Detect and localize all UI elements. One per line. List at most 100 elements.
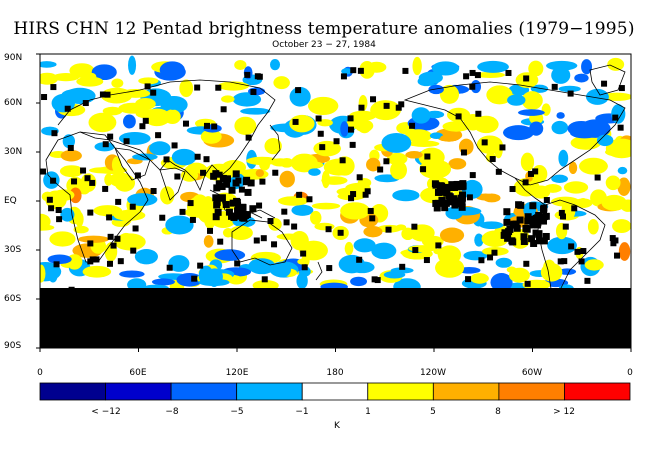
missing-data-box bbox=[481, 139, 488, 146]
missing-data-box bbox=[423, 257, 430, 264]
missing-data-box bbox=[197, 262, 204, 269]
missing-data-box bbox=[223, 175, 231, 183]
southern-missing-band bbox=[40, 288, 631, 348]
anomaly-patch bbox=[78, 235, 110, 243]
anomaly-patch bbox=[585, 88, 609, 105]
anomaly-patch bbox=[232, 92, 262, 107]
axis-ticks bbox=[36, 53, 632, 352]
missing-data-box bbox=[356, 174, 363, 181]
y-tick-label: 90S bbox=[4, 341, 22, 351]
colorbar-label: −5 bbox=[230, 407, 244, 417]
missing-data-box bbox=[247, 179, 255, 187]
missing-data-box bbox=[174, 173, 181, 180]
missing-data-box bbox=[106, 260, 113, 267]
missing-data-box bbox=[218, 183, 226, 191]
anomaly-patch bbox=[138, 77, 159, 85]
missing-data-box bbox=[540, 213, 548, 221]
missing-data-box bbox=[424, 153, 431, 160]
missing-data-box bbox=[271, 241, 278, 248]
anomaly-patch bbox=[395, 224, 407, 231]
anomaly-patch bbox=[584, 259, 604, 271]
anomaly-patch bbox=[82, 265, 112, 278]
anomaly-patch bbox=[40, 224, 55, 231]
anomaly-patch bbox=[411, 107, 431, 124]
missing-data-box bbox=[469, 69, 476, 76]
anomaly-patch bbox=[546, 60, 578, 71]
anomaly-patch bbox=[350, 276, 368, 287]
missing-data-box bbox=[612, 114, 619, 121]
anomaly-patch bbox=[246, 156, 279, 166]
missing-data-box bbox=[561, 258, 568, 265]
anomaly-patch bbox=[248, 258, 276, 275]
anomaly-patch bbox=[448, 158, 467, 170]
missing-data-box bbox=[520, 238, 528, 246]
anomaly-patch bbox=[60, 207, 75, 222]
missing-data-box bbox=[93, 256, 100, 263]
missing-data-box bbox=[558, 209, 565, 216]
missing-data-box bbox=[348, 195, 355, 202]
missing-data-box bbox=[306, 196, 313, 203]
missing-data-box bbox=[420, 166, 427, 173]
anomaly-patch bbox=[349, 110, 377, 121]
missing-data-box bbox=[562, 223, 569, 230]
missing-data-box bbox=[110, 242, 117, 249]
anomaly-patch bbox=[543, 184, 562, 193]
missing-data-box bbox=[123, 138, 130, 145]
missing-data-box bbox=[364, 188, 371, 195]
missing-data-box bbox=[458, 203, 466, 211]
missing-data-box bbox=[450, 195, 458, 203]
anomaly-patch bbox=[62, 134, 75, 149]
missing-data-box bbox=[458, 194, 466, 202]
colorbar-swatch bbox=[236, 382, 303, 401]
anomaly-patch bbox=[618, 242, 631, 261]
missing-data-box bbox=[218, 194, 226, 202]
anomaly-patch bbox=[214, 249, 246, 261]
missing-data-box bbox=[463, 73, 470, 80]
missing-data-box bbox=[214, 208, 222, 216]
anomaly-patch bbox=[445, 206, 463, 220]
missing-data-box bbox=[228, 212, 236, 220]
anomaly-patch bbox=[311, 202, 341, 210]
missing-data-box bbox=[529, 215, 537, 223]
missing-data-box bbox=[506, 225, 514, 233]
missing-data-box bbox=[402, 67, 409, 74]
colorbar-swatch bbox=[105, 382, 172, 401]
missing-data-box bbox=[232, 179, 240, 187]
missing-data-box bbox=[440, 199, 448, 207]
missing-data-box bbox=[458, 183, 466, 191]
anomaly-patch bbox=[200, 129, 222, 144]
missing-data-box bbox=[233, 198, 241, 206]
anomaly-patch bbox=[73, 225, 89, 234]
missing-data-box bbox=[367, 207, 374, 214]
anomaly-patch bbox=[473, 115, 499, 134]
colorbar-label: 1 bbox=[365, 407, 371, 417]
anomaly-patch bbox=[69, 187, 82, 204]
anomaly-patch bbox=[93, 205, 123, 217]
anomaly-patch bbox=[273, 76, 290, 90]
missing-data-box bbox=[234, 207, 242, 215]
missing-data-box bbox=[601, 80, 608, 87]
missing-data-box bbox=[568, 243, 575, 250]
missing-data-box bbox=[349, 141, 356, 148]
missing-data-box bbox=[296, 191, 303, 198]
anomaly-patch bbox=[321, 170, 330, 189]
anomaly-patch bbox=[547, 236, 577, 255]
anomaly-patch bbox=[279, 170, 295, 188]
anomaly-patch bbox=[111, 156, 122, 174]
y-tick-label: 60N bbox=[4, 98, 23, 108]
missing-data-box bbox=[432, 199, 440, 207]
missing-data-box bbox=[609, 235, 616, 242]
missing-data-box bbox=[478, 257, 485, 264]
missing-data-box bbox=[505, 69, 512, 76]
missing-data-box bbox=[67, 144, 74, 151]
anomaly-patch bbox=[551, 174, 568, 184]
anomaly-patch bbox=[417, 76, 435, 87]
missing-data-box bbox=[104, 91, 111, 98]
anomaly-patch bbox=[114, 233, 146, 251]
anomaly-patch bbox=[587, 219, 599, 235]
anomaly-patch bbox=[53, 189, 75, 201]
missing-data-box bbox=[267, 218, 274, 225]
anomaly-patch bbox=[367, 61, 387, 73]
missing-data-box bbox=[524, 213, 532, 221]
missing-data-box bbox=[369, 215, 376, 222]
